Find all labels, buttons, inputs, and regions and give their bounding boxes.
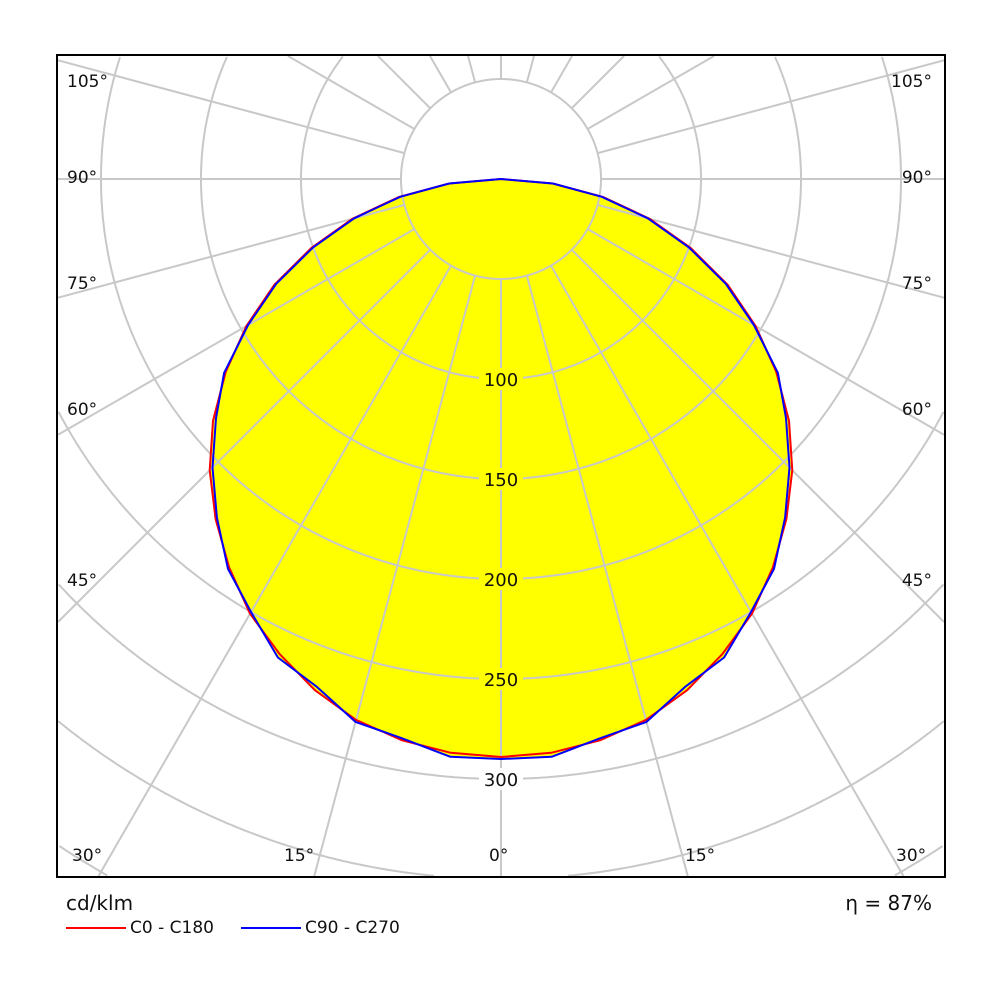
efficiency-label: η = 87% [845,891,932,915]
angle-label-left-105: 105° [67,72,108,92]
grid-spoke-225 [377,55,431,109]
grid-spoke-195 [467,55,477,83]
polar-grid [57,55,945,877]
grid-ring-300 [57,583,945,780]
grid-spoke-285 [57,203,405,299]
grid-spoke-150 [550,55,573,93]
angle-label-bottom-30-right: 30° [896,846,927,866]
angle-label-bottom-30-left: 30° [72,846,103,866]
radial-tick-label-150: 150 [484,470,518,491]
angle-label-right-75: 75° [901,274,932,294]
grid-spoke-165 [525,55,535,83]
grid-spoke-315 [57,249,431,623]
radial-tick-label-300: 300 [484,770,518,791]
grid-spoke-345 [313,275,477,877]
grid-spoke-255 [57,59,405,155]
legend-item-c90-c270: C90 - C270 [241,918,400,938]
grid-ring-350 [57,720,945,877]
tick-label-bg [479,668,523,690]
radial-tick-label-250: 250 [484,670,518,691]
grid-ring-250 [57,411,945,680]
grid-ring-150 [200,56,802,480]
angle-label-left-60: 60° [67,400,98,420]
grid-spoke-60 [587,228,945,436]
grid-spoke-105 [597,59,945,155]
angle-label-left-75: 75° [67,274,98,294]
angle-label-bottom-15-left: 15° [284,846,315,866]
angle-label-bottom-0: 0° [489,846,509,866]
angle-label-left-90: 90° [67,168,98,188]
radial-tick-label-100: 100 [484,370,518,391]
angle-label-left-45: 45° [67,571,98,591]
legend-item-c0-c180: C0 - C180 [66,918,214,938]
grid-spoke-300 [57,228,415,436]
legend-swatch-blue [241,927,301,929]
angle-label-right-105: 105° [891,72,932,92]
radial-tick-label-200: 200 [484,570,518,591]
grid-spoke-330 [97,265,452,877]
legend-label: C90 - C270 [305,918,400,938]
tick-label-bg [479,768,523,790]
grid-spoke-30 [550,265,905,877]
grid-spoke-120 [587,55,715,130]
grid-ring-400 [58,845,944,877]
grid-ring-200 [100,56,902,580]
grid-spoke-75 [597,203,945,299]
grid-spoke-45 [571,249,945,623]
curve-layer [208,178,794,760]
grid-spoke-210 [429,55,452,93]
legend-swatch-red [66,927,126,929]
unit-label: cd/klm [66,891,134,915]
grid-ring-100 [300,55,702,380]
tick-label-bg [479,368,523,390]
angle-label-right-60: 60° [901,400,932,420]
angle-label-bottom-15-right: 15° [685,846,716,866]
grid-spoke-135 [571,55,625,109]
curve-c90-c270 [211,178,791,760]
angle-label-right-45: 45° [901,571,932,591]
grid-spoke-15 [525,275,689,877]
grid-spoke-240 [287,55,415,130]
chart-frame [56,54,946,878]
angle-label-right-90: 90° [901,168,932,188]
tick-label-bg [479,568,523,590]
legend-label: C0 - C180 [130,918,214,938]
tick-label-bg [479,468,523,490]
radial-tick-labels: 100 150 200 250 300 [479,368,523,791]
curve-c0-c180 [208,178,794,758]
